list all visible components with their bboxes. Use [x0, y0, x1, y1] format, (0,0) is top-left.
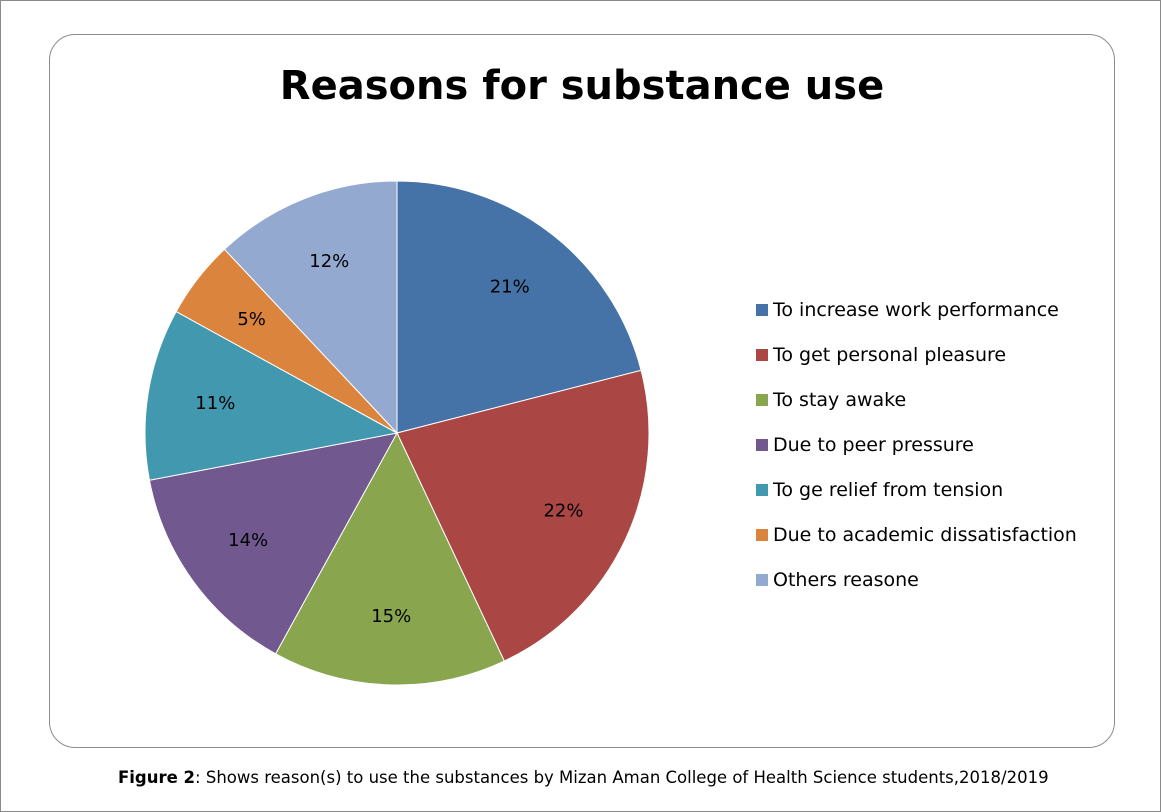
figure-caption: Figure 2: Shows reason(s) to use the sub…	[118, 768, 1049, 787]
legend-swatch	[756, 438, 768, 451]
chart-area: Reasons for substance use 21% 22% 15% 14% 11…	[49, 34, 1115, 748]
legend-item: To increase work performance	[756, 287, 1077, 332]
chart-legend: To increase work performance To get perso…	[756, 287, 1077, 602]
legend-item: To ge relief from tension	[756, 467, 1077, 512]
legend-swatch	[756, 348, 768, 361]
legend-swatch	[756, 483, 768, 496]
caption-text: : Shows reason(s) to use the substances …	[195, 768, 1049, 787]
legend-label: To stay awake	[773, 388, 907, 411]
legend-item: To stay awake	[756, 377, 1077, 422]
pie-slice	[144, 310, 399, 481]
data-label: 14%	[228, 530, 268, 551]
legend-label: Others reasone	[773, 568, 919, 591]
pie-slice	[148, 432, 398, 655]
data-label: 5%	[237, 309, 266, 330]
data-label: 15%	[371, 606, 411, 627]
legend-label: Due to peer pressure	[773, 433, 974, 456]
pie-slice	[396, 369, 650, 662]
pie-slice	[274, 431, 505, 686]
legend-label: To increase work performance	[773, 298, 1059, 321]
legend-item: Due to academic dissatisfaction	[756, 512, 1077, 557]
pie-slice	[396, 180, 642, 434]
pie-chart: 21% 22% 15% 14% 11% 5% 12%	[144, 180, 650, 686]
legend-swatch	[756, 393, 768, 406]
legend-item: Due to peer pressure	[756, 422, 1077, 467]
caption-label: Figure 2	[118, 768, 196, 787]
legend-item: Others reasone	[756, 557, 1077, 602]
data-label: 22%	[543, 500, 583, 521]
chart-title: Reasons for substance use	[279, 63, 885, 109]
pie-slice	[223, 180, 398, 435]
legend-swatch	[756, 573, 768, 586]
legend-item: To get personal pleasure	[756, 332, 1077, 377]
data-label: 11%	[195, 393, 235, 414]
legend-label: To get personal pleasure	[773, 343, 1007, 366]
legend-swatch	[756, 528, 768, 541]
legend-label: Due to academic dissatisfaction	[773, 523, 1077, 546]
legend-label: To ge relief from tension	[773, 478, 1004, 501]
data-label: 21%	[490, 277, 530, 298]
data-label: 12%	[309, 251, 349, 272]
legend-swatch	[756, 303, 768, 316]
